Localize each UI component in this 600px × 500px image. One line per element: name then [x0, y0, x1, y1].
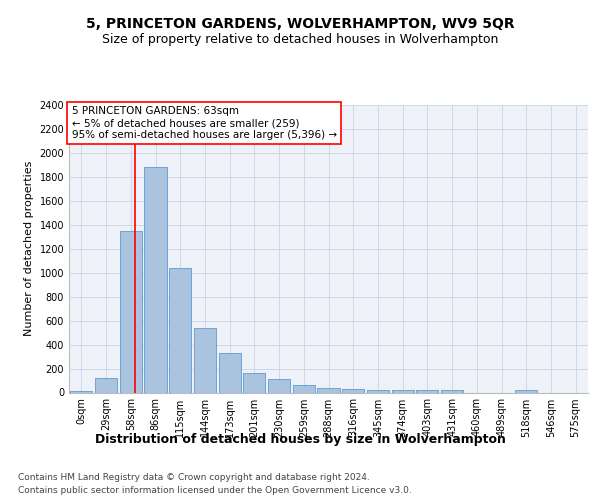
Text: 5 PRINCETON GARDENS: 63sqm
← 5% of detached houses are smaller (259)
95% of semi: 5 PRINCETON GARDENS: 63sqm ← 5% of detac… [71, 106, 337, 140]
Bar [194, 328, 216, 392]
Bar [145, 168, 167, 392]
Text: Contains public sector information licensed under the Open Government Licence v3: Contains public sector information licen… [18, 486, 412, 495]
Text: Size of property relative to detached houses in Wolverhampton: Size of property relative to detached ho… [102, 32, 498, 46]
Bar [515, 390, 538, 392]
Bar [169, 268, 191, 392]
Bar [416, 390, 439, 392]
Bar [441, 390, 463, 392]
Bar [268, 380, 290, 392]
Bar [317, 388, 340, 392]
Bar [293, 384, 315, 392]
Bar [367, 390, 389, 392]
Bar [70, 390, 92, 392]
Bar [392, 390, 414, 392]
Bar [243, 374, 265, 392]
Bar [119, 231, 142, 392]
Bar [95, 378, 117, 392]
Text: Distribution of detached houses by size in Wolverhampton: Distribution of detached houses by size … [95, 432, 505, 446]
Bar [218, 353, 241, 393]
Bar [342, 389, 364, 392]
Text: Contains HM Land Registry data © Crown copyright and database right 2024.: Contains HM Land Registry data © Crown c… [18, 472, 370, 482]
Y-axis label: Number of detached properties: Number of detached properties [24, 161, 34, 336]
Text: 5, PRINCETON GARDENS, WOLVERHAMPTON, WV9 5QR: 5, PRINCETON GARDENS, WOLVERHAMPTON, WV9… [86, 18, 514, 32]
